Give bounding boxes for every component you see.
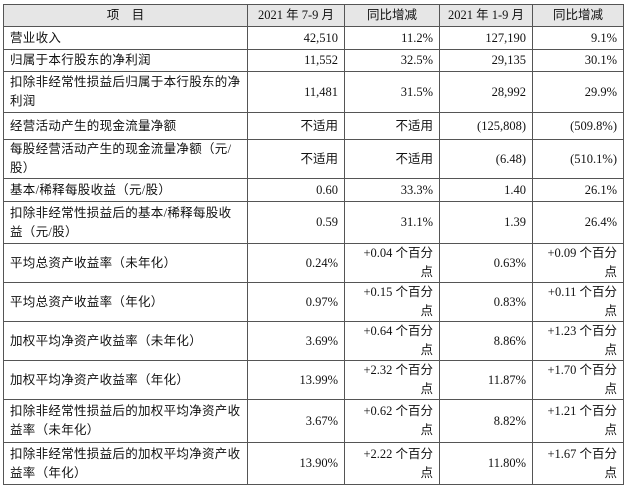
table-row: 经营活动产生的现金流量净额 不适用 不适用 (125,808) (509.8%)	[3, 112, 624, 140]
row-label: 扣除非经常性损益后归属于本行股东的净利润	[3, 71, 248, 113]
cell: 42,510	[247, 26, 345, 50]
cell: +1.23 个百分点	[532, 321, 624, 361]
cell: 1.39	[439, 201, 533, 244]
cell: 13.99%	[247, 360, 345, 400]
cell: 28,992	[439, 71, 533, 113]
cell: 1.40	[439, 178, 533, 202]
cell: 不适用	[344, 139, 440, 179]
row-label: 扣除非经常性损益后的基本/稀释每股收益（元/股）	[3, 201, 248, 244]
cell: 0.97%	[247, 282, 345, 322]
cell: 不适用	[344, 112, 440, 140]
cell: 30.1%	[532, 49, 624, 72]
data-table: 项 目 2021 年 7-9 月同比增减 2021 年 1-9 月同比增减 营业收入…	[3, 4, 624, 485]
cell: +0.04 个百分点	[344, 243, 440, 283]
row-label: 扣除非经常性损益后的加权平均净资产收益率（年化）	[3, 442, 248, 485]
cell: +0.15 个百分点	[344, 282, 440, 322]
row-label: 加权平均净资产收益率（未年化）	[3, 321, 248, 361]
cell: 11.87%	[439, 360, 533, 400]
cell: 11,481	[247, 71, 345, 113]
table-row: 营业收入 42,510 11.2% 127,190 9.1%	[3, 26, 624, 50]
cell: 31.1%	[344, 201, 440, 244]
header-cell: 同比增减	[344, 4, 440, 27]
cell: 29.9%	[532, 71, 624, 113]
cell: 0.59	[247, 201, 345, 244]
table-row: 加权平均净资产收益率（年化） 13.99% +2.32 个百分点 11.87% +1.7…	[3, 360, 624, 400]
cell: (6.48)	[439, 139, 533, 179]
row-label: 平均总资产收益率（未年化）	[3, 243, 248, 283]
cell: +1.70 个百分点	[532, 360, 624, 400]
header-row: 项 目 2021 年 7-9 月同比增减 2021 年 1-9 月同比增减	[3, 4, 624, 27]
cell: 127,190	[439, 26, 533, 50]
row-label: 每股经营活动产生的现金流量净额（元/股）	[3, 139, 248, 179]
cell: (510.1%)	[532, 139, 624, 179]
cell: 0.60	[247, 178, 345, 202]
cell: 不适用	[247, 139, 345, 179]
cell: 33.3%	[344, 178, 440, 202]
cell: 8.82%	[439, 399, 533, 443]
table-row: 扣除非经常性损益后的加权平均净资产收益率（年化） 13.90% +2.22 个百分点…	[3, 442, 624, 485]
header-cell: 2021 年 1-9 月	[439, 4, 533, 27]
cell: 3.67%	[247, 399, 345, 443]
cell: +0.09 个百分点	[532, 243, 624, 283]
cell: 0.63%	[439, 243, 533, 283]
header-cell: 同比增减	[532, 4, 624, 27]
cell: 13.90%	[247, 442, 345, 485]
table-row: 每股经营活动产生的现金流量净额（元/股） 不适用 不适用 (6.48) (510.1%)	[3, 139, 624, 179]
row-label: 基本/稀释每股收益（元/股）	[3, 178, 248, 202]
table-row: 基本/稀释每股收益（元/股） 0.60 33.3% 1.40 26.1%	[3, 178, 624, 202]
header-cell: 2021 年 7-9 月	[247, 4, 345, 27]
table-row: 扣除非经常性损益后归属于本行股东的净利润 11,481 31.5% 28,992 29.…	[3, 71, 624, 113]
cell: 8.86%	[439, 321, 533, 361]
table-row: 平均总资产收益率（未年化） 0.24% +0.04 个百分点 0.63% +0.09 个…	[3, 243, 624, 283]
cell: 32.5%	[344, 49, 440, 72]
cell: 11,552	[247, 49, 345, 72]
row-label: 平均总资产收益率（年化）	[3, 282, 248, 322]
cell: (125,808)	[439, 112, 533, 140]
header-cell: 项 目	[3, 4, 248, 27]
cell: 0.83%	[439, 282, 533, 322]
table-row: 平均总资产收益率（年化） 0.97% +0.15 个百分点 0.83% +0.11 个百…	[3, 282, 624, 322]
cell: +0.62 个百分点	[344, 399, 440, 443]
cell: 9.1%	[532, 26, 624, 50]
cell: 26.1%	[532, 178, 624, 202]
row-label: 营业收入	[3, 26, 248, 50]
row-label: 归属于本行股东的净利润	[3, 49, 248, 72]
cell: 3.69%	[247, 321, 345, 361]
cell: +2.32 个百分点	[344, 360, 440, 400]
table-row: 扣除非经常性损益后的基本/稀释每股收益（元/股） 0.59 31.1% 1.39 26.…	[3, 201, 624, 244]
row-label: 经营活动产生的现金流量净额	[3, 112, 248, 140]
cell: 不适用	[247, 112, 345, 140]
cell: +0.64 个百分点	[344, 321, 440, 361]
row-label: 加权平均净资产收益率（年化）	[3, 360, 248, 400]
cell: +1.21 个百分点	[532, 399, 624, 443]
cell: +0.11 个百分点	[532, 282, 624, 322]
cell: +1.67 个百分点	[532, 442, 624, 485]
table-row: 归属于本行股东的净利润 11,552 32.5% 29,135 30.1%	[3, 49, 624, 72]
cell: 31.5%	[344, 71, 440, 113]
row-label: 扣除非经常性损益后的加权平均净资产收益率（未年化）	[3, 399, 248, 443]
table-row: 加权平均净资产收益率（未年化） 3.69% +0.64 个百分点 8.86% +1.23…	[3, 321, 624, 361]
cell: (509.8%)	[532, 112, 624, 140]
cell: 26.4%	[532, 201, 624, 244]
cell: 11.80%	[439, 442, 533, 485]
cell: 11.2%	[344, 26, 440, 50]
table-row: 扣除非经常性损益后的加权平均净资产收益率（未年化） 3.67% +0.62 个百分点…	[3, 399, 624, 443]
cell: 29,135	[439, 49, 533, 72]
cell: 0.24%	[247, 243, 345, 283]
page: 项 目 2021 年 7-9 月同比增减 2021 年 1-9 月同比增减 营业收入…	[3, 4, 624, 485]
cell: +2.22 个百分点	[344, 442, 440, 485]
